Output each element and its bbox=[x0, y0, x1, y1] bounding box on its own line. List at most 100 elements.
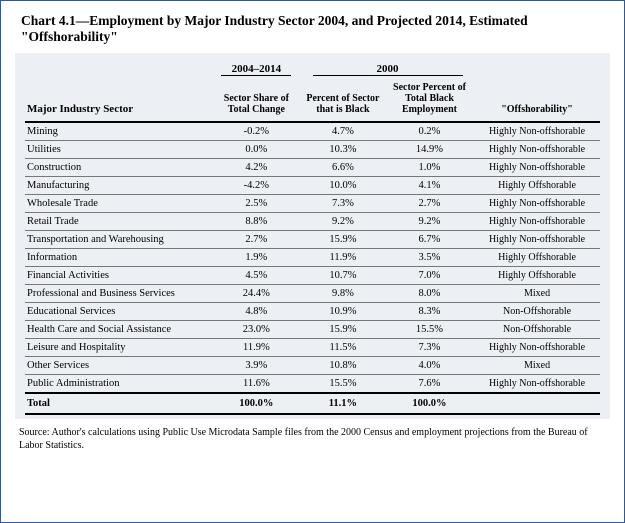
cell-pct-total: 7.6% bbox=[385, 375, 474, 394]
cell-pct-total: 4.0% bbox=[385, 357, 474, 375]
cell-off: Highly Non-offshorable bbox=[474, 339, 600, 357]
table-row-total: Total100.0%11.1%100.0% bbox=[25, 393, 600, 414]
cell-pct-total: 8.0% bbox=[385, 285, 474, 303]
table-row: Educational Services4.8%10.9%8.3%Non-Off… bbox=[25, 303, 600, 321]
cell-share: 23.0% bbox=[212, 321, 301, 339]
col-header-share: Sector Share of Total Change bbox=[212, 80, 301, 121]
cell-share: 4.2% bbox=[212, 159, 301, 177]
table-row: Financial Activities4.5%10.7%7.0%Highly … bbox=[25, 267, 600, 285]
cell-off: Highly Non-offshorable bbox=[474, 375, 600, 394]
table-row: Health Care and Social Assistance23.0%15… bbox=[25, 321, 600, 339]
cell-sector: Leisure and Hospitality bbox=[25, 339, 212, 357]
table-row: Manufacturing-4.2%10.0%4.1%Highly Offsho… bbox=[25, 177, 600, 195]
cell-pct-total: 8.3% bbox=[385, 303, 474, 321]
cell-share: 8.8% bbox=[212, 213, 301, 231]
col-header-pct-total: Sector Percent of Total Black Employment bbox=[385, 80, 474, 121]
cell-off: Non-Offshorable bbox=[474, 321, 600, 339]
cell-pct-black: 10.9% bbox=[301, 303, 385, 321]
cell-off: Highly Offshorable bbox=[474, 267, 600, 285]
cell-pct-black: 7.3% bbox=[301, 195, 385, 213]
cell-off: Mixed bbox=[474, 285, 600, 303]
cell-sector: Mining bbox=[25, 122, 212, 141]
cell-sector: Information bbox=[25, 249, 212, 267]
cell-pct-total: 7.3% bbox=[385, 339, 474, 357]
cell-pct-total: 9.2% bbox=[385, 213, 474, 231]
cell-pct-black: 9.8% bbox=[301, 285, 385, 303]
cell-sector: Total bbox=[25, 393, 212, 414]
cell-sector: Professional and Business Services bbox=[25, 285, 212, 303]
cell-share: 1.9% bbox=[212, 249, 301, 267]
cell-pct-total: 7.0% bbox=[385, 267, 474, 285]
cell-pct-total: 6.7% bbox=[385, 231, 474, 249]
cell-off: Highly Non-offshorable bbox=[474, 141, 600, 159]
cell-sector: Educational Services bbox=[25, 303, 212, 321]
cell-off: Highly Non-offshorable bbox=[474, 195, 600, 213]
cell-off bbox=[474, 393, 600, 414]
data-table: 2004–2014 2000 Major Industry Sector Sec… bbox=[25, 61, 600, 415]
cell-share: 2.5% bbox=[212, 195, 301, 213]
cell-share: 0.0% bbox=[212, 141, 301, 159]
chart-frame: Chart 4.1—Employment by Major Industry S… bbox=[0, 0, 625, 523]
table-body: Mining-0.2%4.7%0.2%Highly Non-offshorabl… bbox=[25, 122, 600, 414]
cell-pct-total: 4.1% bbox=[385, 177, 474, 195]
cell-sector: Utilities bbox=[25, 141, 212, 159]
cell-pct-black: 6.6% bbox=[301, 159, 385, 177]
cell-share: 24.4% bbox=[212, 285, 301, 303]
cell-pct-black: 10.0% bbox=[301, 177, 385, 195]
table-row: Public Administration11.6%15.5%7.6%Highl… bbox=[25, 375, 600, 394]
col-header-off: "Offshorability" bbox=[474, 80, 600, 121]
cell-sector: Public Administration bbox=[25, 375, 212, 394]
cell-share: 4.8% bbox=[212, 303, 301, 321]
cell-pct-black: 11.1% bbox=[301, 393, 385, 414]
table-row: Utilities0.0%10.3%14.9%Highly Non-offsho… bbox=[25, 141, 600, 159]
cell-pct-total: 14.9% bbox=[385, 141, 474, 159]
cell-sector: Financial Activities bbox=[25, 267, 212, 285]
cell-share: 100.0% bbox=[212, 393, 301, 414]
table-row: Retail Trade8.8%9.2%9.2%Highly Non-offsh… bbox=[25, 213, 600, 231]
cell-share: -4.2% bbox=[212, 177, 301, 195]
cell-pct-total: 2.7% bbox=[385, 195, 474, 213]
table-row: Information1.9%11.9%3.5%Highly Offshorab… bbox=[25, 249, 600, 267]
cell-sector: Health Care and Social Assistance bbox=[25, 321, 212, 339]
cell-share: 4.5% bbox=[212, 267, 301, 285]
table-row: Transportation and Warehousing2.7%15.9%6… bbox=[25, 231, 600, 249]
table-row: Other Services3.9%10.8%4.0%Mixed bbox=[25, 357, 600, 375]
cell-pct-total: 3.5% bbox=[385, 249, 474, 267]
cell-pct-black: 15.9% bbox=[301, 231, 385, 249]
year-point-header: 2000 bbox=[301, 61, 474, 80]
year-span-header: 2004–2014 bbox=[212, 61, 301, 80]
cell-share: 3.9% bbox=[212, 357, 301, 375]
cell-pct-total: 1.0% bbox=[385, 159, 474, 177]
table-row: Wholesale Trade2.5%7.3%2.7%Highly Non-of… bbox=[25, 195, 600, 213]
table-row: Mining-0.2%4.7%0.2%Highly Non-offshorabl… bbox=[25, 122, 600, 141]
cell-share: 11.6% bbox=[212, 375, 301, 394]
table-row: Professional and Business Services24.4%9… bbox=[25, 285, 600, 303]
cell-pct-black: 10.8% bbox=[301, 357, 385, 375]
cell-pct-black: 11.9% bbox=[301, 249, 385, 267]
cell-pct-total: 15.5% bbox=[385, 321, 474, 339]
cell-pct-total: 0.2% bbox=[385, 122, 474, 141]
source-note: Source: Author's calculations using Publ… bbox=[19, 427, 606, 452]
cell-pct-black: 10.7% bbox=[301, 267, 385, 285]
cell-share: -0.2% bbox=[212, 122, 301, 141]
cell-sector: Retail Trade bbox=[25, 213, 212, 231]
cell-sector: Construction bbox=[25, 159, 212, 177]
col-header-sector: Major Industry Sector bbox=[25, 80, 212, 121]
cell-off: Non-Offshorable bbox=[474, 303, 600, 321]
cell-pct-black: 15.9% bbox=[301, 321, 385, 339]
col-header-pct-black: Percent of Sector that is Black bbox=[301, 80, 385, 121]
cell-pct-black: 4.7% bbox=[301, 122, 385, 141]
table-row: Construction4.2%6.6%1.0%Highly Non-offsh… bbox=[25, 159, 600, 177]
cell-share: 11.9% bbox=[212, 339, 301, 357]
cell-off: Highly Non-offshorable bbox=[474, 231, 600, 249]
cell-off: Highly Non-offshorable bbox=[474, 213, 600, 231]
table-container: 2004–2014 2000 Major Industry Sector Sec… bbox=[15, 53, 610, 419]
cell-sector: Manufacturing bbox=[25, 177, 212, 195]
cell-pct-black: 11.5% bbox=[301, 339, 385, 357]
cell-off: Highly Non-offshorable bbox=[474, 159, 600, 177]
cell-off: Mixed bbox=[474, 357, 600, 375]
cell-sector: Transportation and Warehousing bbox=[25, 231, 212, 249]
table-row: Leisure and Hospitality11.9%11.5%7.3%Hig… bbox=[25, 339, 600, 357]
cell-pct-black: 10.3% bbox=[301, 141, 385, 159]
cell-pct-black: 9.2% bbox=[301, 213, 385, 231]
